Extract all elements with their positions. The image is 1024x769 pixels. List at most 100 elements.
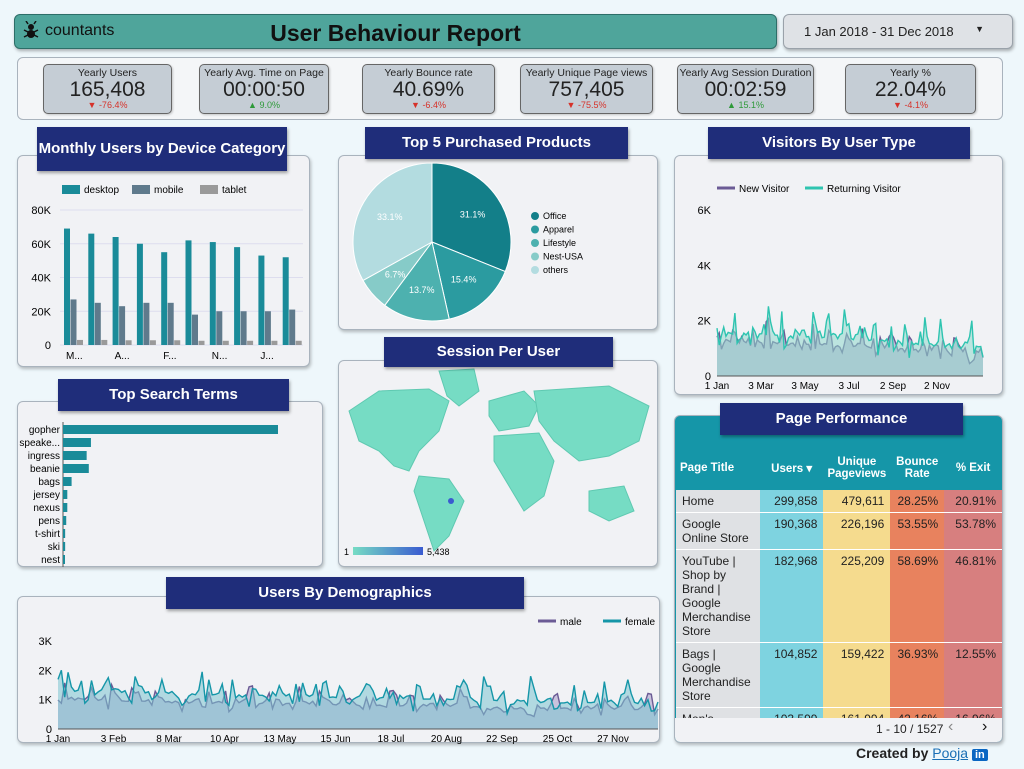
ant-icon [23, 21, 39, 38]
bar [198, 340, 205, 345]
products-title: Top 5 Purchased Products [365, 127, 628, 159]
pie-slice [352, 162, 433, 282]
session-panel: 1 5,438 [338, 360, 658, 567]
table-cell: 58.69% [890, 549, 945, 643]
category-label: nexus [33, 503, 60, 514]
table-row[interactable]: Google Online Store 190,368 226,196 53.55% 5… [676, 512, 1002, 550]
y-tick-label: 20K [31, 306, 51, 318]
kpi-delta: ▼ -76.4% [87, 100, 128, 110]
column-header[interactable]: % Exit [944, 445, 1002, 490]
column-header[interactable]: Users ▾ [759, 445, 824, 490]
slice-label: 13.7% [409, 285, 435, 295]
bar [63, 503, 68, 512]
series-area [717, 306, 983, 376]
bar [192, 314, 198, 345]
bar [222, 340, 229, 345]
data-point [448, 498, 454, 504]
bar [161, 252, 168, 345]
session-title: Session Per User [384, 337, 613, 367]
column-header[interactable]: Unique Pageviews [823, 445, 891, 490]
visitors-title: Visitors By User Type [708, 127, 970, 159]
bar [63, 542, 66, 551]
x-tick-label: 18 Jul [378, 734, 405, 744]
products-panel: 31.1% 15.4% 13.7% 6.7% 33.1% Office Apparel Lif… [338, 155, 658, 330]
bar [101, 339, 108, 345]
column-header[interactable]: Page Title [676, 445, 760, 490]
y-tick-label: 6K [698, 205, 712, 217]
scale-bar [353, 547, 423, 555]
slice-label: 31.1% [460, 210, 486, 220]
table-cell: 182,968 [759, 549, 824, 643]
y-tick-label: 60K [31, 239, 51, 251]
land-shape [348, 388, 450, 472]
table-row[interactable]: Bags | Google Merchandise Store 104,852 15… [676, 642, 1002, 708]
demographics-title: Users By Demographics [166, 577, 524, 609]
search-panel: gopher speake... ingress beanie bags jersey ne… [17, 401, 323, 567]
author-link[interactable]: Pooja [932, 745, 969, 761]
kpi-delta: ▼ -4.1% [893, 100, 928, 110]
kpi-label: Yearly Bounce rate [384, 67, 473, 79]
table-cell: 36.93% [890, 642, 945, 708]
bar [174, 340, 181, 345]
date-range-picker[interactable]: 1 Jan 2018 - 31 Dec 2018 ▼ [783, 14, 1013, 49]
land-shape [488, 390, 540, 432]
demographics-chart: 3K 2K 1K 0 male female 1 Jan 3 Feb 8 Mar 10 Apr 13… [39, 617, 659, 745]
x-tick-label: 27 Nov [597, 734, 629, 744]
table-row[interactable]: Home 299,858 479,611 28.25% 20.91% [676, 490, 1002, 513]
y-tick-label: 1K [39, 695, 53, 707]
table-row[interactable]: YouTube | Shop by Brand | Google Merchan… [676, 549, 1002, 643]
pie-slice [431, 241, 506, 320]
kpi-card: Yearly Avg Session Duration 00:02:59 ▲ 15.… [677, 64, 814, 114]
x-tick-label: 15 Jun [320, 734, 350, 744]
prev-page-button[interactable]: ‹ [948, 718, 954, 735]
legend-label: tablet [222, 185, 247, 196]
page-perf-title: Page Performance [720, 403, 963, 435]
kpi-label: Yearly Unique Page views [525, 67, 648, 79]
kpi-card: Yearly Bounce rate 40.69% ▼ -6.4% [362, 64, 495, 114]
table-cell: Home [676, 490, 760, 513]
scale-max-label: 5,438 [427, 547, 450, 557]
kpi-delta: ▼ -6.4% [411, 100, 446, 110]
category-label: beanie [30, 464, 60, 475]
legend-label: Lifestyle [543, 238, 576, 248]
table-cell: 159,422 [823, 642, 891, 708]
bar [247, 340, 254, 345]
y-tick-label: 4K [698, 260, 712, 272]
kpi-value: 40.69% [392, 78, 465, 101]
table-cell: 53.78% [944, 512, 1002, 550]
x-tick-label: 20 Aug [431, 734, 462, 744]
bar [64, 228, 70, 345]
x-tick-label: A... [115, 351, 130, 362]
legend-label: New Visitor [739, 184, 790, 195]
linkedin-icon[interactable]: in [971, 749, 988, 761]
bar [125, 340, 132, 345]
legend-swatch [62, 185, 80, 194]
y-tick-label: 80K [31, 205, 51, 217]
kpi-label: Yearly % [889, 67, 932, 79]
bar [185, 240, 192, 345]
table-cell: 104,852 [759, 642, 824, 708]
bar [119, 306, 126, 345]
bar [63, 451, 87, 460]
legend-dot [531, 225, 539, 234]
table-cell: 53.55% [890, 512, 945, 550]
next-page-button[interactable]: › [982, 718, 988, 735]
y-tick-label: 0 [705, 371, 711, 383]
x-tick-label: 3 Jul [838, 381, 859, 392]
table-cell: 12.55% [944, 642, 1002, 708]
caret-down-icon: ▼ [975, 24, 984, 34]
table-cell: 479,611 [823, 490, 891, 513]
table-row[interactable]: Men's103,599161,99442.16%16.96% [676, 707, 1002, 718]
x-tick-label: N... [212, 351, 228, 362]
demographics-panel: 3K 2K 1K 0 male female 1 Jan 3 Feb 8 Mar 10 Apr 13… [17, 596, 660, 745]
legend-swatch [132, 185, 150, 194]
x-tick-label: 1 Jan [46, 734, 70, 744]
column-header[interactable]: Bounce Rate [890, 445, 945, 490]
search-terms-chart: gopher speake... ingress beanie bags jersey ne… [19, 422, 278, 567]
visitors-chart: 6K 4K 2K 0 New Visitor Returning Visitor 1 Jan… [698, 184, 984, 392]
table-cell: 20.91% [944, 490, 1002, 513]
table-cell: 42.16% [890, 707, 945, 718]
visitors-panel: 6K 4K 2K 0 New Visitor Returning Visitor 1 Jan… [674, 155, 1003, 395]
kpi-delta: ▲ 15.1% [727, 100, 764, 110]
kpi-label: Yearly Avg Session Duration [679, 67, 812, 79]
